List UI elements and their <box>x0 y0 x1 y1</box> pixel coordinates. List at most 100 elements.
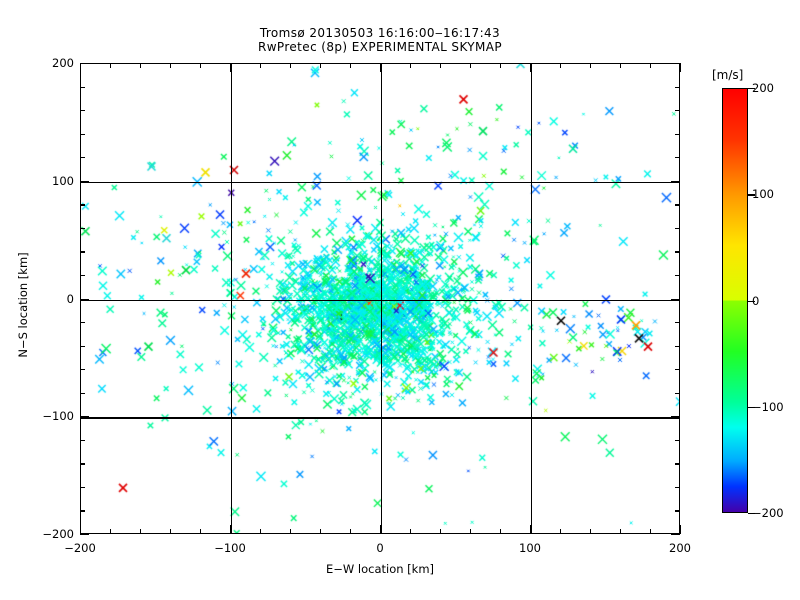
y-tick <box>675 369 680 371</box>
x-tick <box>560 63 562 68</box>
y-tick <box>80 322 85 324</box>
y-tick <box>80 510 85 512</box>
x-tick-label: 200 <box>669 541 691 555</box>
y-tick <box>675 322 680 324</box>
x-tick <box>170 529 172 534</box>
x-tick-label: −200 <box>64 541 96 555</box>
x-tick <box>200 63 202 68</box>
y-tick <box>80 439 85 442</box>
y-tick <box>671 63 680 65</box>
x-tick <box>500 529 502 534</box>
y-tick-label: −200 <box>42 527 74 541</box>
gridline-vertical <box>231 64 233 533</box>
x-tick <box>350 529 352 534</box>
y-tick <box>80 251 85 253</box>
colorbar-tick <box>748 513 755 515</box>
gridline-horizontal <box>81 299 679 301</box>
y-tick <box>675 392 680 394</box>
x-tick <box>470 63 472 68</box>
x-tick <box>650 529 652 534</box>
y-tick <box>675 86 680 88</box>
y-tick <box>671 416 680 418</box>
y-tick <box>675 204 680 206</box>
y-tick <box>80 63 89 65</box>
x-tick <box>680 525 682 534</box>
y-tick <box>80 298 89 300</box>
chart-title: Tromsø 20130503 16:16:00‒16:17:43 RwPret… <box>0 26 760 54</box>
x-tick <box>170 63 172 68</box>
gridline-horizontal <box>81 417 679 419</box>
x-tick <box>350 63 352 68</box>
x-tick <box>260 63 262 68</box>
x-tick <box>260 529 262 534</box>
x-tick <box>230 525 232 534</box>
colorbar-tick-label: 100 <box>752 187 774 202</box>
x-axis-label: E−W location [km] <box>325 562 435 576</box>
colorbar-tick <box>748 88 755 90</box>
x-tick-label: 100 <box>519 541 541 555</box>
y-tick <box>80 204 85 206</box>
y-tick <box>675 110 680 112</box>
y-tick <box>80 463 85 465</box>
y-tick <box>80 227 85 230</box>
scatter-plot-canvas <box>81 64 679 533</box>
colorbar-tick-label: 200 <box>752 81 774 95</box>
y-tick-label: 0 <box>66 291 74 306</box>
y-tick <box>80 345 85 347</box>
x-tick <box>560 529 562 534</box>
y-tick <box>80 86 85 88</box>
x-tick <box>140 529 142 534</box>
gridline-vertical <box>381 64 383 533</box>
x-tick <box>470 529 472 534</box>
y-tick-label: 200 <box>52 56 74 70</box>
y-tick <box>80 133 85 135</box>
x-tick <box>500 63 502 68</box>
y-tick <box>671 180 680 183</box>
colorbar-tick <box>748 300 755 302</box>
x-tick <box>440 63 442 68</box>
gridline-horizontal <box>81 181 679 184</box>
y-tick <box>671 298 680 300</box>
x-tick <box>80 63 82 72</box>
y-tick <box>675 133 680 135</box>
y-tick <box>80 486 85 489</box>
x-tick <box>680 63 682 72</box>
x-tick <box>290 529 292 534</box>
x-tick <box>320 63 322 68</box>
y-axis-label: N−S location [km] <box>16 252 30 358</box>
x-tick <box>110 63 112 68</box>
colorbar-gradient <box>722 88 748 513</box>
y-tick-label: 100 <box>52 173 74 188</box>
title-line-1: Tromsø 20130503 16:16:00‒16:17:43 <box>259 26 501 40</box>
x-tick <box>140 63 142 68</box>
y-tick <box>80 110 85 112</box>
title-line-2: RwPretec (8p) EXPERIMENTAL SKYMAP <box>257 40 503 54</box>
x-tick <box>230 63 232 72</box>
y-tick <box>80 392 85 394</box>
colorbar-tick <box>748 406 755 409</box>
x-tick <box>590 63 592 68</box>
colorbar-tick <box>748 194 755 196</box>
x-tick <box>380 63 382 72</box>
x-tick <box>110 529 112 534</box>
y-tick <box>675 274 680 277</box>
y-tick <box>671 534 680 536</box>
x-tick <box>650 63 652 68</box>
x-tick <box>530 525 532 534</box>
colorbar-title: [m/s] <box>712 68 744 82</box>
colorbar-tick-label: −200 <box>752 506 784 520</box>
x-tick <box>530 63 532 72</box>
y-tick <box>80 534 89 536</box>
y-tick <box>80 274 85 277</box>
colorbar-tick-label: 0 <box>752 293 760 308</box>
y-tick <box>675 345 680 347</box>
x-tick <box>320 529 322 534</box>
x-tick <box>440 529 442 534</box>
x-tick <box>200 529 202 534</box>
x-tick <box>590 529 592 534</box>
y-tick <box>80 180 89 183</box>
x-tick <box>410 63 412 68</box>
y-tick <box>80 416 89 418</box>
x-tick <box>380 525 382 534</box>
x-tick-label: −100 <box>214 541 246 555</box>
